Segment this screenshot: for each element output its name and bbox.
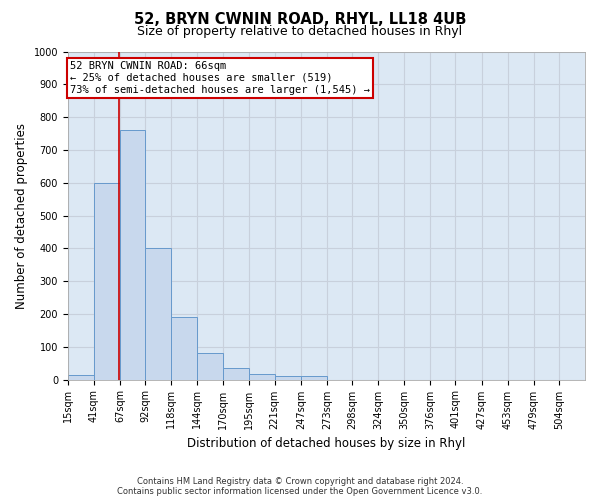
Bar <box>223 368 248 380</box>
Bar <box>275 376 301 380</box>
Y-axis label: Number of detached properties: Number of detached properties <box>15 122 28 308</box>
Bar <box>171 317 197 380</box>
Bar <box>94 182 120 380</box>
Bar <box>68 374 94 380</box>
Text: Size of property relative to detached houses in Rhyl: Size of property relative to detached ho… <box>137 25 463 38</box>
Bar <box>248 374 275 380</box>
Text: Contains HM Land Registry data © Crown copyright and database right 2024.
Contai: Contains HM Land Registry data © Crown c… <box>118 476 482 496</box>
Bar <box>301 376 327 380</box>
Bar <box>145 248 171 380</box>
Text: 52, BRYN CWNIN ROAD, RHYL, LL18 4UB: 52, BRYN CWNIN ROAD, RHYL, LL18 4UB <box>134 12 466 28</box>
X-axis label: Distribution of detached houses by size in Rhyl: Distribution of detached houses by size … <box>187 437 466 450</box>
Text: 52 BRYN CWNIN ROAD: 66sqm
← 25% of detached houses are smaller (519)
73% of semi: 52 BRYN CWNIN ROAD: 66sqm ← 25% of detac… <box>70 62 370 94</box>
Bar <box>197 354 223 380</box>
Bar <box>120 130 145 380</box>
